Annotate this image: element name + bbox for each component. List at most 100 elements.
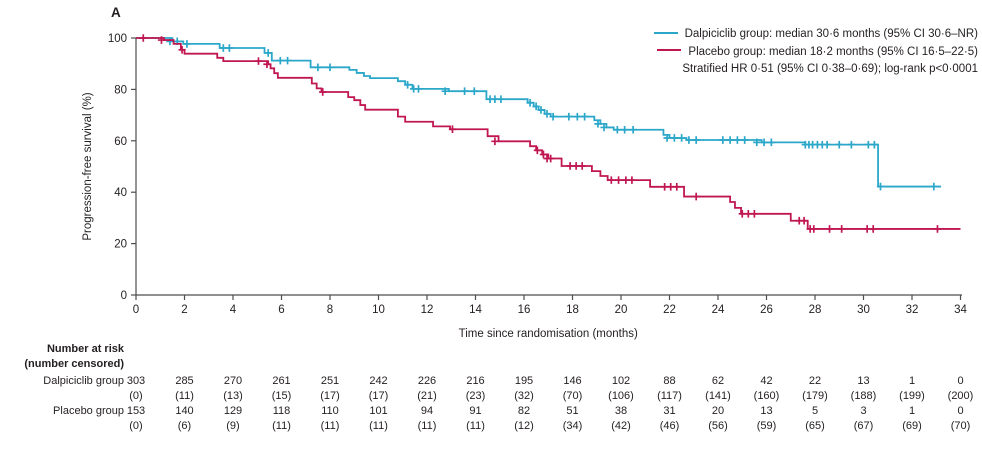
svg-text:24: 24: [712, 304, 725, 316]
censored-count: (23): [465, 390, 486, 402]
at-risk-count: 22: [808, 375, 822, 387]
censored-count: (59): [756, 420, 777, 432]
at-risk-count: 5: [811, 405, 819, 417]
at-risk-count: 261: [272, 375, 291, 387]
at-risk-count: 118: [272, 405, 291, 417]
legend-item-dalpiciclib: Dalpiciclib group: median 30·6 months (9…: [653, 26, 978, 44]
censored-count: (117): [657, 390, 682, 402]
dalpiciclib-group-curve: [136, 37, 942, 191]
at-risk-count: 251: [320, 375, 340, 387]
risk-row-label-placebo: Placebo group: [53, 405, 124, 417]
dalpiciclib-line-swatch: [653, 31, 678, 34]
censored-count: (13): [223, 390, 243, 402]
censored-count: (106): [608, 390, 634, 402]
censor-marks: [166, 37, 938, 191]
censored-count: (199): [899, 390, 925, 402]
axes: [131, 37, 962, 300]
panel-label: A: [111, 5, 121, 20]
svg-text:6: 6: [278, 304, 284, 316]
placebo-group-curve: [136, 34, 961, 233]
svg-text:80: 80: [114, 84, 127, 96]
svg-text:20: 20: [615, 304, 628, 316]
svg-text:8: 8: [327, 304, 333, 316]
censored-count: (34): [562, 420, 583, 432]
risk-table-header-line2: (number censored): [24, 358, 124, 370]
svg-text:30: 30: [857, 304, 870, 316]
censored-count: (9): [226, 420, 240, 432]
at-risk-count: 3: [860, 405, 867, 417]
at-risk-count: 129: [223, 405, 243, 417]
at-risk-count: 38: [614, 405, 628, 417]
svg-text:2: 2: [181, 304, 187, 316]
risk-table-header-line1: Number at risk: [46, 343, 124, 355]
svg-text:32: 32: [906, 304, 919, 316]
censored-count: (188): [850, 390, 877, 402]
svg-text:40: 40: [114, 187, 127, 199]
at-risk-count: 101: [369, 405, 388, 417]
at-risk-count: 102: [611, 375, 631, 387]
at-risk-count: 140: [175, 405, 194, 417]
at-risk-count: 146: [563, 375, 582, 387]
legend-item-placebo: Placebo group: median 18·2 months (95% C…: [654, 44, 978, 62]
at-risk-count: 13: [857, 375, 870, 387]
censored-count: (11): [175, 390, 194, 402]
svg-text:18: 18: [566, 304, 579, 316]
censored-count: (15): [271, 390, 292, 402]
svg-text:10: 10: [372, 304, 385, 316]
censored-count: (11): [320, 420, 340, 432]
censored-count: (12): [514, 420, 534, 432]
at-risk-count: 153: [126, 405, 146, 417]
censored-count: (21): [417, 390, 437, 402]
censored-count: (17): [368, 390, 389, 402]
at-risk-count: 226: [417, 375, 437, 387]
censored-count: (42): [611, 420, 631, 432]
at-risk-count: 51: [566, 405, 579, 417]
svg-text:22: 22: [663, 304, 676, 316]
censored-count: (70): [562, 390, 583, 402]
svg-text:12: 12: [421, 304, 434, 316]
at-risk-count: 270: [223, 375, 243, 387]
censored-count: (65): [805, 420, 825, 432]
legend: Dalpiciclib group: median 30·6 months (9…: [653, 26, 978, 79]
censored-count: (69): [902, 420, 922, 432]
at-risk-count: 242: [369, 375, 388, 387]
censored-count: (70): [950, 420, 971, 432]
censored-count: (32): [514, 390, 534, 402]
censored-count: (17): [320, 390, 340, 402]
at-risk-count: 110: [321, 405, 339, 417]
censored-count: (200): [947, 390, 974, 402]
svg-text:100: 100: [108, 33, 127, 45]
km-chart: 0 2 4 6 8 10 12 14 16 18 20 22 24 26 28 30 32 34020406080…: [82, 33, 967, 340]
risk-row-label-dalpiciclib: Dalpiciclib group: [43, 375, 124, 387]
legend-label-placebo: Placebo group: median 18·2 months (95% C…: [688, 45, 978, 58]
censored-count: (11): [466, 420, 485, 432]
at-risk-count: 62: [711, 375, 725, 387]
censored-count: (11): [417, 420, 437, 432]
at-risk-count: 285: [175, 375, 194, 387]
censored-count: (0): [129, 390, 143, 402]
svg-text:0: 0: [133, 304, 139, 316]
svg-text:14: 14: [469, 304, 482, 316]
at-risk-count: 13: [760, 405, 773, 417]
svg-text:28: 28: [809, 304, 822, 316]
svg-text:4: 4: [230, 304, 237, 316]
censored-count: (141): [705, 390, 731, 402]
at-risk-count: 42: [760, 375, 773, 387]
at-risk-count: 303: [126, 375, 146, 387]
at-risk-count: 216: [466, 375, 485, 387]
at-risk-count: 91: [469, 405, 482, 417]
at-risk-count: 1: [908, 375, 916, 387]
hr-annotation: Stratified HR 0·51 (95% CI 0·38–0·69); l…: [682, 63, 978, 75]
x-axis-title: Time since randomisation (months): [459, 328, 638, 340]
at-risk-count: 94: [420, 405, 434, 417]
censored-count: (56): [708, 420, 728, 432]
at-risk-count: 82: [517, 405, 531, 417]
censored-count: (11): [272, 420, 291, 432]
svg-text:60: 60: [114, 136, 127, 148]
censored-count: (160): [753, 390, 780, 402]
legend-label-dalpiciclib: Dalpiciclib group: median 30·6 months (9…: [684, 28, 978, 40]
censored-count: (11): [369, 420, 388, 432]
svg-text:34: 34: [954, 304, 967, 316]
